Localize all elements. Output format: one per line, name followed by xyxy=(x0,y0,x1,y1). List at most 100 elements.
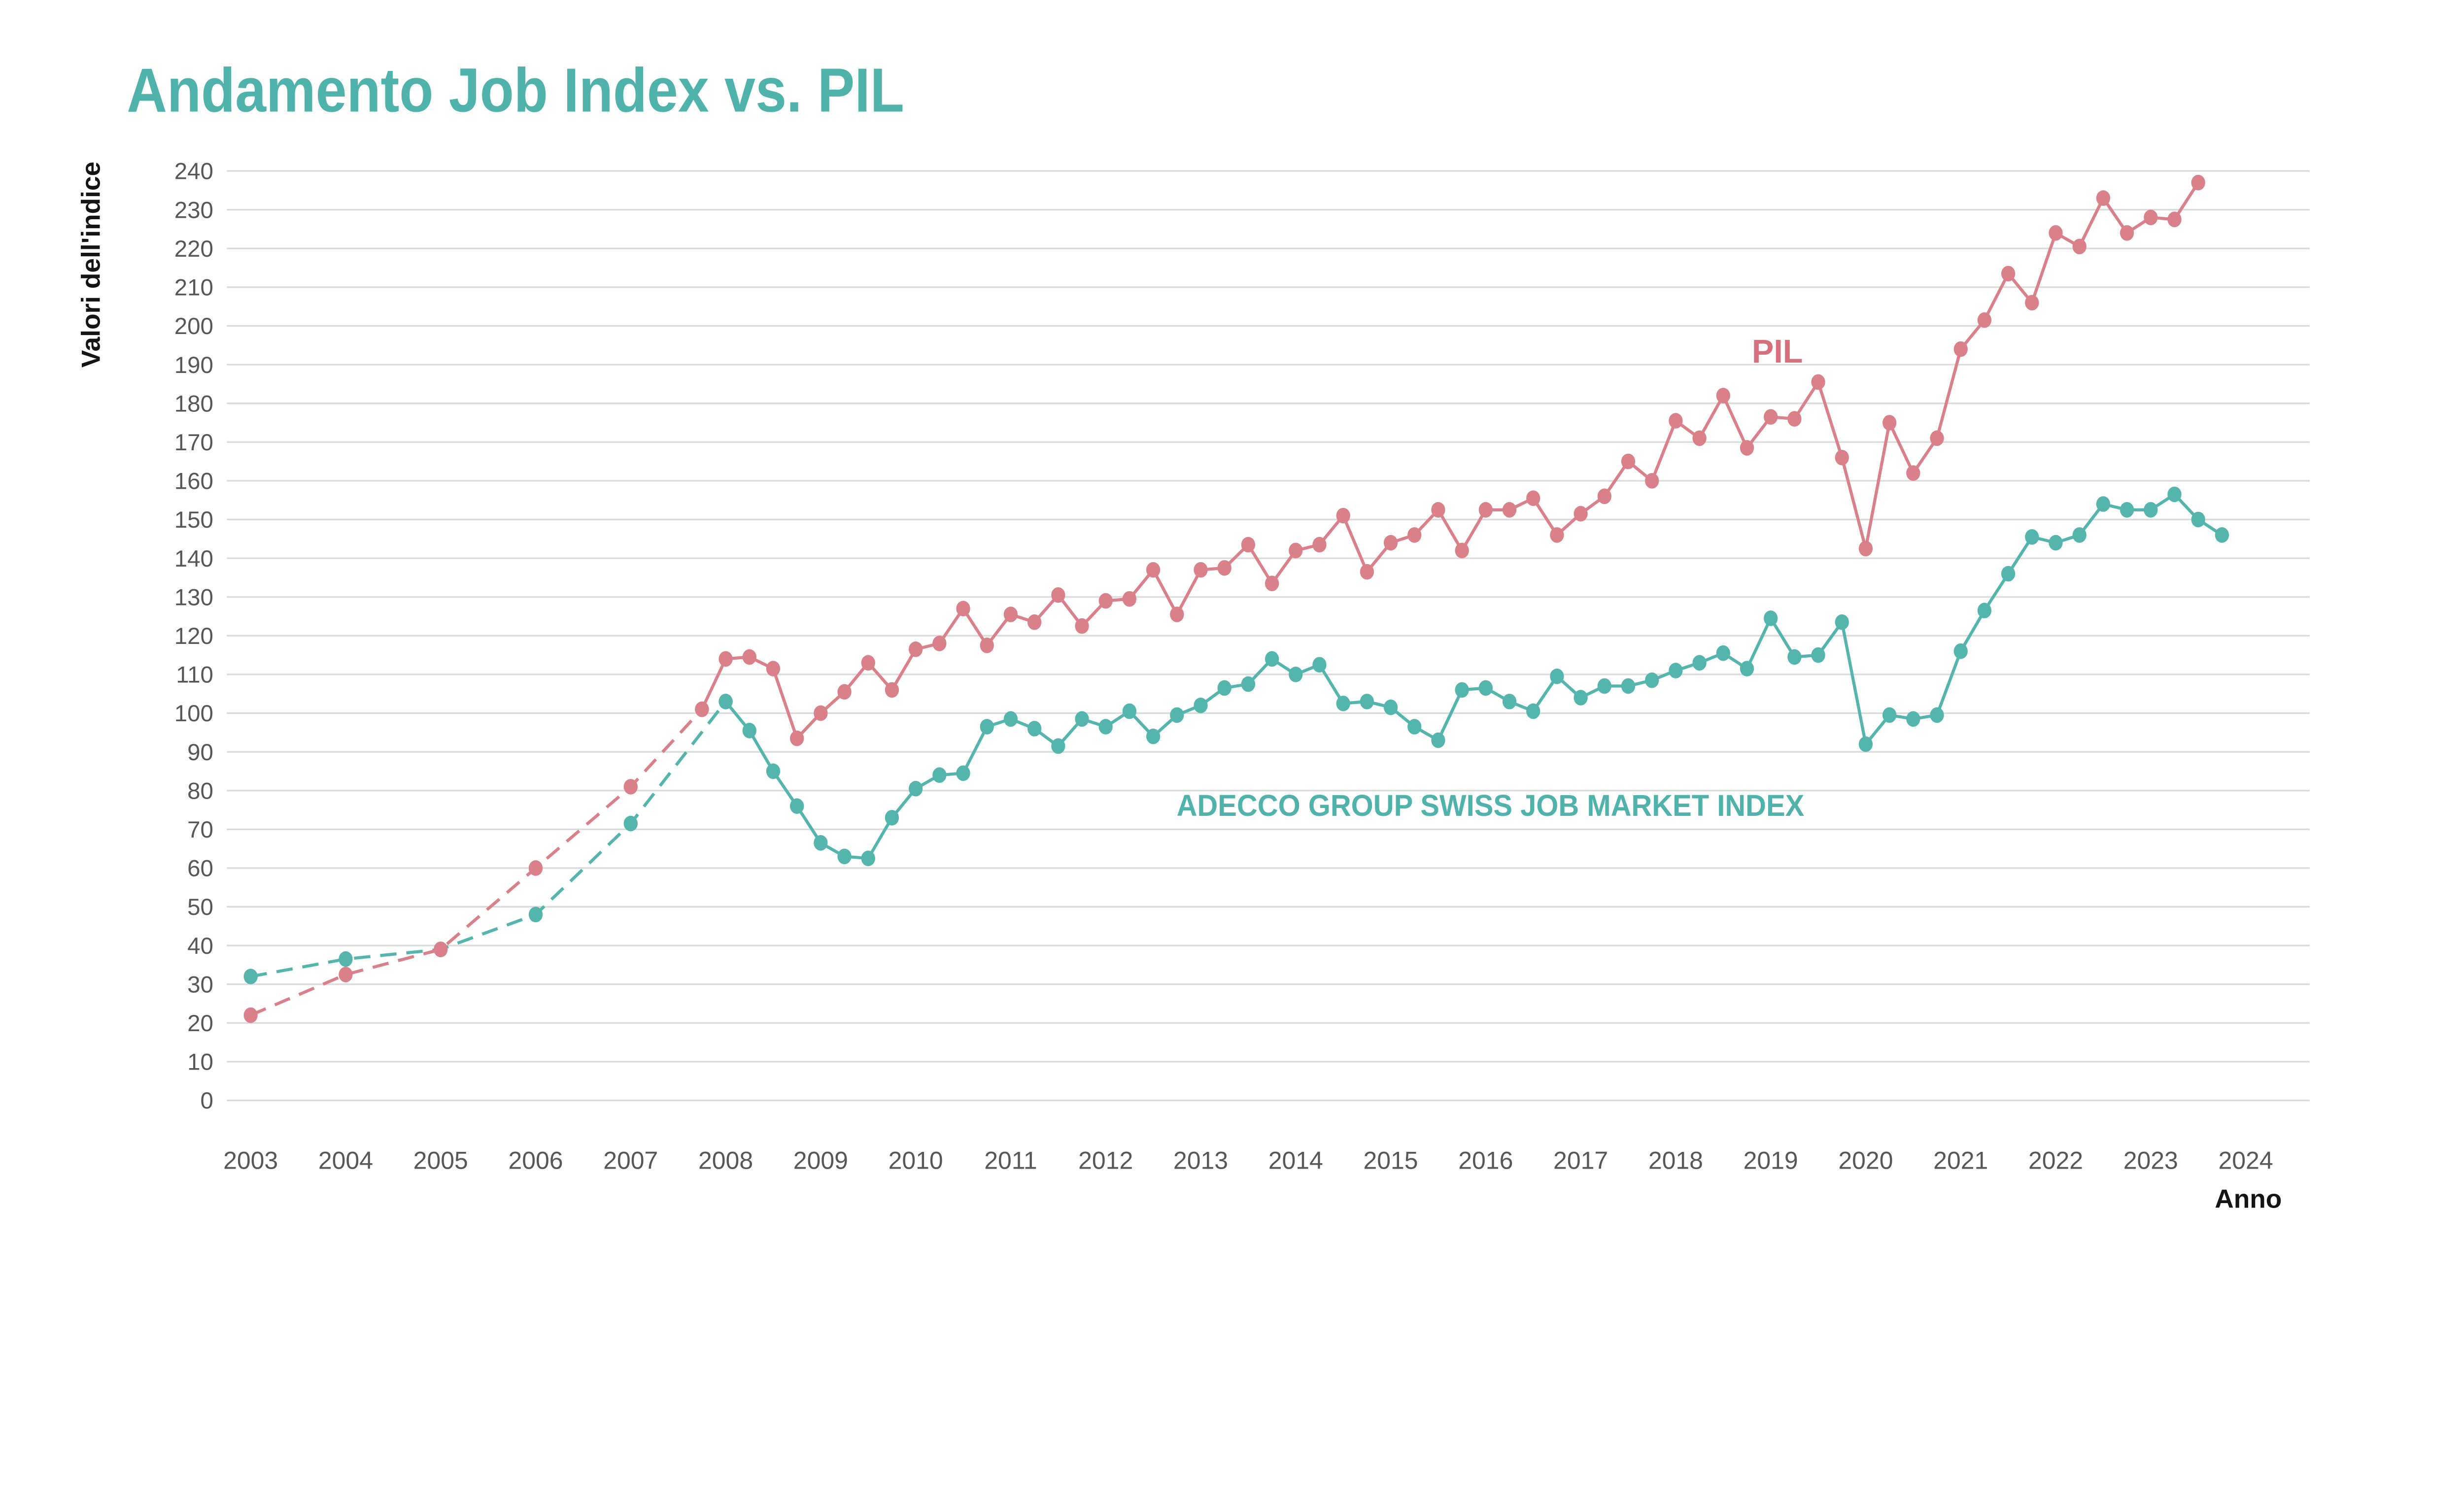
y-tick-label: 10 xyxy=(187,1049,213,1075)
y-tick-label: 60 xyxy=(187,856,213,882)
data-point xyxy=(1383,699,1398,715)
data-point xyxy=(1550,527,1564,543)
data-point xyxy=(766,763,781,779)
y-axis-tick-labels: 0 10 20 30 40 50 60 70 80 90 100 110 120 130 140 150 160… xyxy=(174,159,213,1114)
data-point xyxy=(1407,527,1422,543)
data-point xyxy=(1289,542,1303,559)
x-tick-label: 2015 xyxy=(1363,1147,1418,1175)
y-tick-label: 100 xyxy=(174,701,213,727)
data-point xyxy=(1265,651,1279,667)
dashed-segment xyxy=(250,708,703,1017)
x-tick-label: 2021 xyxy=(1933,1147,1988,1175)
data-point xyxy=(1217,680,1232,696)
data-point xyxy=(1312,657,1327,673)
chart-page: 0 10 20 30 40 50 60 70 80 90 100 110 120 130 140 150 160… xyxy=(76,55,2310,1214)
data-point xyxy=(1906,711,1920,727)
data-series xyxy=(243,174,2229,1023)
data-point xyxy=(980,719,994,735)
x-tick-label: 2013 xyxy=(1173,1147,1228,1175)
data-point xyxy=(1455,542,1469,559)
data-point xyxy=(1478,680,1493,696)
y-tick-label: 230 xyxy=(174,197,213,223)
y-tick-label: 50 xyxy=(187,894,213,920)
y-axis-label: Valori dell'indice xyxy=(76,162,105,368)
data-point xyxy=(2167,486,2182,503)
y-tick-label: 180 xyxy=(174,391,213,417)
x-tick-label: 2024 xyxy=(2219,1147,2273,1175)
data-point xyxy=(1953,643,1968,659)
data-point xyxy=(861,850,875,867)
data-point xyxy=(1360,694,1374,709)
data-point xyxy=(956,765,970,781)
y-tick-label: 30 xyxy=(187,972,213,998)
data-point xyxy=(1574,505,1588,522)
y-tick-label: 240 xyxy=(174,159,213,185)
x-tick-label: 2006 xyxy=(508,1147,563,1175)
data-point xyxy=(1502,502,1517,518)
y-tick-label: 70 xyxy=(187,817,213,843)
data-point xyxy=(1787,649,1802,665)
data-point xyxy=(528,860,543,876)
data-point xyxy=(1930,430,1944,446)
data-point xyxy=(885,809,899,826)
data-point xyxy=(1835,614,1849,630)
data-point xyxy=(1241,537,1256,553)
data-point xyxy=(1574,690,1588,705)
data-point xyxy=(1146,562,1161,578)
data-point xyxy=(1953,341,1968,357)
y-tick-label: 170 xyxy=(174,430,213,456)
data-point xyxy=(1906,465,1920,481)
data-point xyxy=(908,781,923,797)
x-tick-label: 2009 xyxy=(793,1147,848,1175)
data-point xyxy=(1882,415,1897,431)
data-point xyxy=(908,641,923,657)
data-point xyxy=(1431,732,1445,748)
y-tick-label: 80 xyxy=(187,778,213,804)
y-tick-label: 120 xyxy=(174,623,213,649)
data-point xyxy=(2120,225,2134,241)
data-point xyxy=(1075,618,1089,634)
data-point xyxy=(2096,190,2111,206)
data-point xyxy=(1811,647,1825,663)
job-index-series xyxy=(243,486,2229,984)
x-tick-label: 2011 xyxy=(984,1147,1037,1175)
data-point xyxy=(1835,449,1849,466)
y-tick-label: 160 xyxy=(174,469,213,495)
data-point xyxy=(2001,566,2016,582)
data-point xyxy=(1550,669,1564,684)
y-tick-label: 220 xyxy=(174,236,213,262)
data-point xyxy=(1716,388,1730,403)
y-tick-label: 90 xyxy=(187,739,213,766)
data-point xyxy=(885,682,899,698)
data-point xyxy=(2167,211,2182,228)
x-tick-label: 2023 xyxy=(2123,1147,2178,1175)
y-tick-label: 210 xyxy=(174,275,213,301)
data-point xyxy=(2215,527,2229,543)
x-tick-label: 2020 xyxy=(1838,1147,1893,1175)
data-point xyxy=(2096,496,2111,512)
data-point xyxy=(2025,295,2039,311)
data-point xyxy=(766,661,781,676)
data-point xyxy=(1740,661,1754,676)
data-point xyxy=(1645,672,1659,688)
y-tick-label: 200 xyxy=(174,313,213,339)
data-point xyxy=(1360,564,1374,580)
data-point xyxy=(1265,575,1279,592)
data-point xyxy=(1692,430,1707,446)
data-point xyxy=(837,684,852,700)
x-tick-label: 2004 xyxy=(318,1147,373,1175)
data-point xyxy=(434,941,448,957)
y-tick-label: 190 xyxy=(174,352,213,378)
data-point xyxy=(742,723,756,739)
data-point xyxy=(932,767,947,783)
data-point xyxy=(1455,682,1469,698)
data-point xyxy=(1241,676,1256,692)
data-point xyxy=(1407,719,1422,735)
data-point xyxy=(1669,663,1683,678)
data-point xyxy=(2072,527,2087,543)
data-point xyxy=(861,655,875,671)
x-tick-label: 2018 xyxy=(1648,1147,1703,1175)
data-point xyxy=(2191,174,2205,191)
data-point xyxy=(339,967,353,982)
data-point xyxy=(742,649,756,665)
